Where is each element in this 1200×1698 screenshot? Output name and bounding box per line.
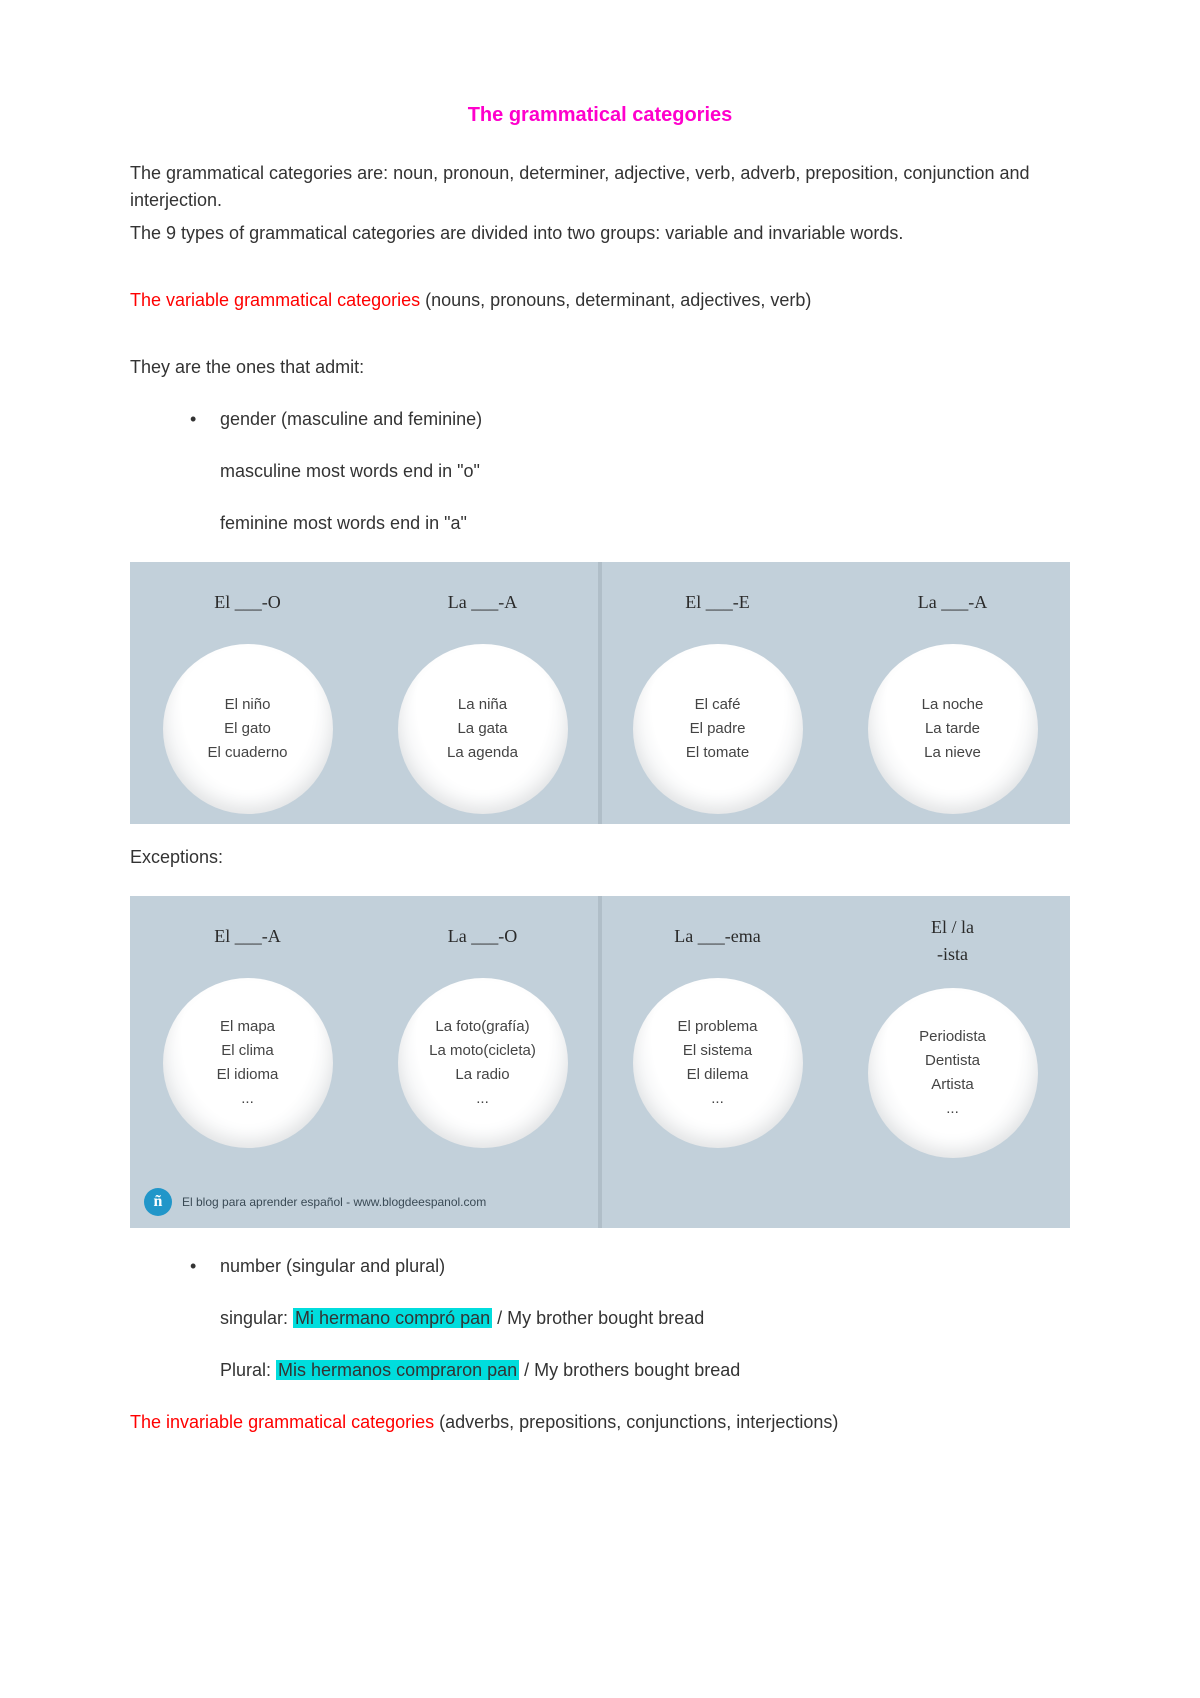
exc-col-2-head: La ___-O xyxy=(365,914,600,958)
gender-col-3-item-3: El tomate xyxy=(686,741,749,765)
feminine-line: feminine most words end in "a" xyxy=(220,510,1070,537)
exc-col-4-head: El / la -ista xyxy=(835,914,1070,968)
gender-infographic: El ___-O El niño El gato El cuaderno La … xyxy=(130,562,1070,824)
exc-col-3-head: La ___-ema xyxy=(600,914,835,958)
exc-col-4-item-4: ... xyxy=(946,1097,959,1121)
gender-col-2-item-2: La gata xyxy=(457,717,507,741)
infographic-footer: ñ El blog para aprender español - www.bl… xyxy=(130,1168,1070,1228)
exc-col-1: El ___-A El mapa El clima El idioma ... xyxy=(130,914,365,1150)
exc-col-3-item-3: El dilema xyxy=(687,1063,749,1087)
exc-col-3-item-2: El sistema xyxy=(683,1039,752,1063)
variable-heading: The variable grammatical categories (nou… xyxy=(130,287,1070,314)
exc-col-3-circle: El problema El sistema El dilema ... xyxy=(633,978,803,1148)
exc-col-1-item-2: El clima xyxy=(221,1039,274,1063)
exc-col-2-item-3: La radio xyxy=(455,1063,509,1087)
singular-prefix: singular: xyxy=(220,1308,293,1328)
bullet-icon: • xyxy=(190,406,220,433)
masculine-line: masculine most words end in "o" xyxy=(220,458,1070,485)
exc-col-1-circle: El mapa El clima El idioma ... xyxy=(163,978,333,1148)
gender-col-1-circle: El niño El gato El cuaderno xyxy=(163,644,333,814)
exc-col-2-circle: La foto(grafía) La moto(cicleta) La radi… xyxy=(398,978,568,1148)
gender-col-3-item-2: El padre xyxy=(690,717,746,741)
gender-bullet-text: gender (masculine and feminine) xyxy=(220,406,1070,433)
number-bullet-block: • number (singular and plural) xyxy=(190,1253,1070,1280)
number-bullet-text: number (singular and plural) xyxy=(220,1253,1070,1280)
exc-col-1-head: El ___-A xyxy=(130,914,365,958)
exc-col-2-item-1: La foto(grafía) xyxy=(435,1015,529,1039)
gender-col-2-item-1: La niña xyxy=(458,693,507,717)
gender-col-1-item-1: El niño xyxy=(225,693,271,717)
exc-col-4-item-2: Dentista xyxy=(925,1049,980,1073)
gender-col-2: La ___-A La niña La gata La agenda xyxy=(365,580,600,806)
intro-paragraph-1: The grammatical categories are: noun, pr… xyxy=(130,160,1070,214)
gender-col-2-circle: La niña La gata La agenda xyxy=(398,644,568,814)
gender-col-3-head: El ___-E xyxy=(600,580,835,624)
gender-col-3: El ___-E El café El padre El tomate xyxy=(600,580,835,806)
invariable-heading: The invariable grammatical categories (a… xyxy=(130,1409,1070,1436)
gender-col-4-item-1: La noche xyxy=(922,693,984,717)
gender-bullet-block: • gender (masculine and feminine) xyxy=(190,406,1070,433)
page-title: The grammatical categories xyxy=(130,100,1070,130)
exceptions-infographic: El ___-A El mapa El clima El idioma ... … xyxy=(130,896,1070,1228)
singular-line: singular: Mi hermano compró pan / My bro… xyxy=(220,1305,1070,1332)
exc-col-1-item-1: El mapa xyxy=(220,1015,275,1039)
gender-col-4: La ___-A La noche La tarde La nieve xyxy=(835,580,1070,806)
plural-prefix: Plural: xyxy=(220,1360,276,1380)
exceptions-label: Exceptions: xyxy=(130,844,1070,871)
exc-col-4-item-3: Artista xyxy=(931,1073,974,1097)
plural-line: Plural: Mis hermanos compraron pan / My … xyxy=(220,1357,1070,1384)
plural-rest: / My brothers bought bread xyxy=(519,1360,740,1380)
gender-col-1: El ___-O El niño El gato El cuaderno xyxy=(130,580,365,806)
gender-col-4-item-2: La tarde xyxy=(925,717,980,741)
plural-highlight: Mis hermanos compraron pan xyxy=(276,1360,519,1380)
singular-rest: / My brother bought bread xyxy=(492,1308,704,1328)
exc-col-3: La ___-ema El problema El sistema El dil… xyxy=(600,914,835,1150)
exc-col-4: El / la -ista Periodista Dentista Artist… xyxy=(835,914,1070,1150)
intro-paragraph-2: The 9 types of grammatical categories ar… xyxy=(130,220,1070,247)
exc-col-2: La ___-O La foto(grafía) La moto(cicleta… xyxy=(365,914,600,1150)
gender-col-3-item-1: El café xyxy=(695,693,741,717)
bullet-icon: • xyxy=(190,1253,220,1280)
exc-col-4-item-1: Periodista xyxy=(919,1025,986,1049)
gender-col-1-item-3: El cuaderno xyxy=(207,741,287,765)
variable-heading-red: The variable grammatical categories xyxy=(130,290,420,310)
infographic-footer-text: El blog para aprender español - www.blog… xyxy=(182,1193,486,1211)
gender-col-3-circle: El café El padre El tomate xyxy=(633,644,803,814)
exc-col-2-item-2: La moto(cicleta) xyxy=(429,1039,536,1063)
variable-heading-rest: (nouns, pronouns, determinant, adjective… xyxy=(420,290,811,310)
exc-col-4-circle: Periodista Dentista Artista ... xyxy=(868,988,1038,1158)
gender-col-4-item-3: La nieve xyxy=(924,741,981,765)
exc-col-1-item-3: El idioma xyxy=(217,1063,279,1087)
exc-col-3-item-1: El problema xyxy=(677,1015,757,1039)
invariable-heading-rest: (adverbs, prepositions, conjunctions, in… xyxy=(439,1412,838,1432)
gender-col-1-item-2: El gato xyxy=(224,717,271,741)
admit-line: They are the ones that admit: xyxy=(130,354,1070,381)
invariable-heading-red: The invariable grammatical categories xyxy=(130,1412,439,1432)
gender-col-2-head: La ___-A xyxy=(365,580,600,624)
exc-col-2-item-4: ... xyxy=(476,1087,489,1111)
gender-col-4-head: La ___-A xyxy=(835,580,1070,624)
gender-col-4-circle: La noche La tarde La nieve xyxy=(868,644,1038,814)
exc-col-3-item-4: ... xyxy=(711,1087,724,1111)
singular-highlight: Mi hermano compró pan xyxy=(293,1308,492,1328)
gender-col-2-item-3: La agenda xyxy=(447,741,518,765)
gender-col-1-head: El ___-O xyxy=(130,580,365,624)
exc-col-1-item-4: ... xyxy=(241,1087,254,1111)
n-badge-icon: ñ xyxy=(144,1188,172,1216)
